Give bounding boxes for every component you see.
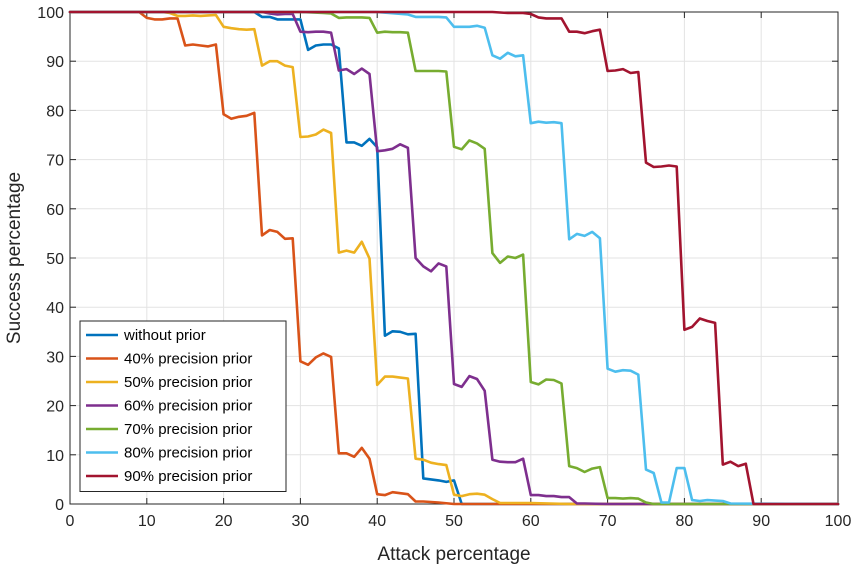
x-tick-label: 80 bbox=[676, 513, 694, 530]
y-tick-label: 30 bbox=[46, 349, 64, 366]
y-tick-label: 100 bbox=[37, 5, 64, 22]
x-tick-label: 70 bbox=[599, 513, 617, 530]
legend-label: 60% precision prior bbox=[124, 398, 252, 415]
x-tick-label: 100 bbox=[825, 513, 852, 530]
y-axis-title: Success percentage bbox=[4, 172, 25, 344]
series-line bbox=[68, 10, 840, 506]
series-line bbox=[68, 10, 840, 506]
y-tick-label: 40 bbox=[46, 300, 64, 317]
y-tick-label: 50 bbox=[46, 251, 64, 268]
y-tick-label: 80 bbox=[46, 103, 64, 120]
series-line bbox=[68, 10, 840, 506]
legend-label: 50% precision prior bbox=[124, 374, 252, 391]
y-tick-label: 0 bbox=[55, 497, 64, 514]
y-tick-label: 20 bbox=[46, 399, 64, 416]
x-tick-label: 50 bbox=[445, 513, 463, 530]
legend: without prior 40% precision prior 50% prec… bbox=[79, 320, 287, 492]
legend-label: 40% precision prior bbox=[124, 351, 252, 368]
x-tick-label: 40 bbox=[368, 513, 386, 530]
x-axis-title: Attack percentage bbox=[377, 544, 530, 565]
x-tick-label: 60 bbox=[522, 513, 540, 530]
legend-label: 80% precision prior bbox=[124, 445, 252, 462]
x-tick-label: 20 bbox=[215, 513, 233, 530]
legend-label: 90% precision prior bbox=[124, 468, 252, 485]
legend-label: without prior bbox=[123, 327, 206, 344]
x-tick-label: 30 bbox=[292, 513, 310, 530]
y-tick-label: 60 bbox=[46, 202, 64, 219]
series-line bbox=[68, 10, 840, 506]
legend-label: 70% precision prior bbox=[124, 421, 252, 438]
x-tick-label: 10 bbox=[138, 513, 156, 530]
x-tick-label: 0 bbox=[66, 513, 75, 530]
y-tick-label: 70 bbox=[46, 153, 64, 170]
series-line bbox=[68, 10, 840, 506]
series-lines bbox=[68, 10, 840, 506]
x-tick-label: 90 bbox=[752, 513, 770, 530]
y-tick-label: 90 bbox=[46, 54, 64, 71]
series-line bbox=[68, 10, 840, 506]
y-tick-label: 10 bbox=[46, 448, 64, 465]
